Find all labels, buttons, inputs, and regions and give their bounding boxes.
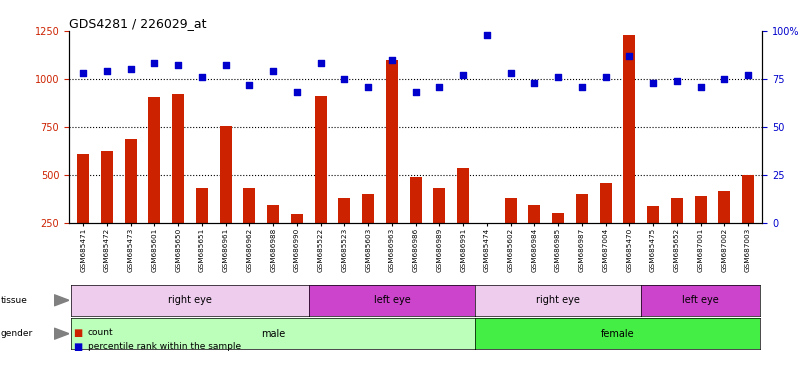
Point [551,74,564,80]
Point [101,68,114,74]
Text: percentile rank within the sample: percentile rank within the sample [88,342,241,351]
Point [457,72,470,78]
Bar [243,189,255,223]
Bar [148,97,161,223]
Point [599,74,612,80]
Point [172,62,185,68]
Bar [504,198,517,223]
Point [314,60,327,66]
Point [504,70,517,76]
Point [646,79,659,86]
Text: tissue: tissue [1,296,28,305]
Point [219,62,232,68]
Point [694,83,707,89]
Bar [220,126,232,223]
Text: GDS4281 / 226029_at: GDS4281 / 226029_at [69,17,207,30]
Point [480,31,493,38]
Polygon shape [54,295,69,306]
Bar [267,205,279,223]
Point [528,79,541,86]
Bar [624,35,635,223]
Text: left eye: left eye [374,295,410,305]
Point [338,76,351,82]
Bar [315,96,327,223]
Bar [77,154,89,223]
Bar [433,189,445,223]
Point [267,68,280,74]
Bar [552,214,564,223]
Bar [457,168,469,223]
Point [385,56,398,63]
Point [433,83,446,89]
Point [623,53,636,59]
Polygon shape [54,328,69,339]
Bar [695,196,706,223]
Bar [291,214,303,223]
Bar [172,94,184,223]
Point [718,76,731,82]
Bar [719,191,730,223]
Text: right eye: right eye [536,295,580,305]
Point [124,66,137,72]
Point [290,89,303,95]
Point [195,74,208,80]
Bar [481,223,493,252]
Bar [599,183,611,223]
Bar [742,175,754,223]
Bar [576,194,588,223]
Bar [125,139,136,223]
Bar [386,60,398,223]
Text: ■: ■ [73,342,82,352]
Bar [410,177,422,223]
Text: right eye: right eye [168,295,212,305]
Text: female: female [601,329,634,339]
Bar [671,198,683,223]
Text: count: count [88,328,114,337]
Point [741,72,754,78]
Bar [196,189,208,223]
Point [575,83,588,89]
Point [77,70,90,76]
Point [409,89,422,95]
Point [243,81,256,88]
Point [148,60,161,66]
Text: male: male [261,329,285,339]
Bar [529,205,540,223]
Text: left eye: left eye [682,295,719,305]
Bar [647,206,659,223]
Point [362,83,375,89]
Point [671,78,684,84]
Text: ■: ■ [73,328,82,338]
Bar [363,194,374,223]
Text: gender: gender [1,329,33,338]
Bar [338,198,350,223]
Bar [101,151,113,223]
